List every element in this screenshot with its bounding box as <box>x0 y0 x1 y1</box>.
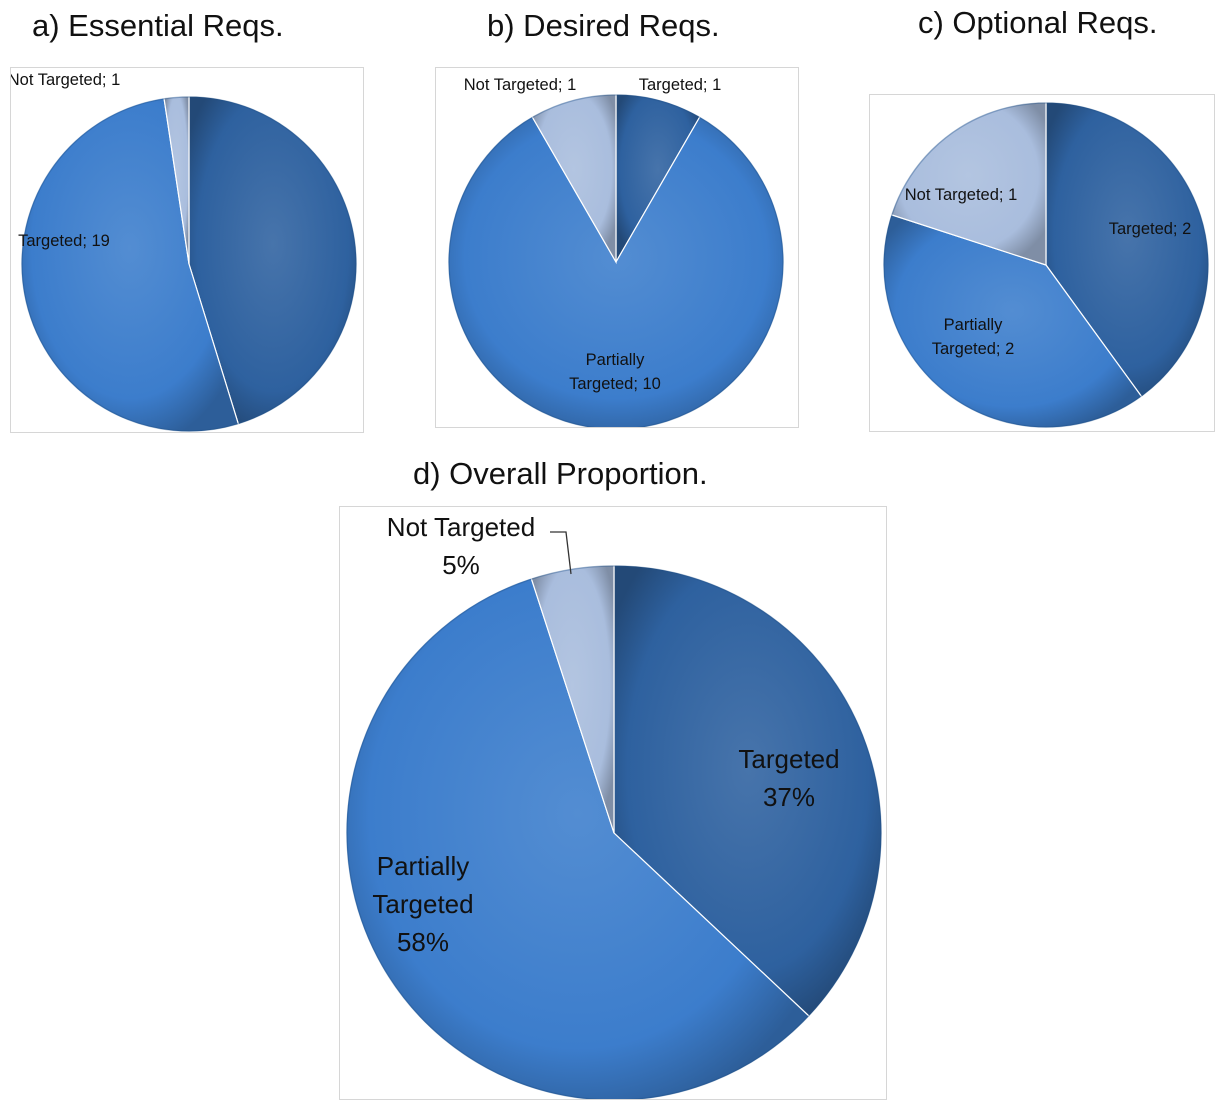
pie-slice-partially-targeted <box>447 115 785 427</box>
slice-label-targeted: Targeted; 19 <box>18 232 110 250</box>
chart-d-svg: Targeted 37% Partially Targeted 58% Not Targe… <box>345 512 883 1099</box>
slice-label-not-targeted: Not Targeted; 1 <box>905 186 1018 204</box>
pie-slice-not-targeted <box>530 564 615 834</box>
slice-label-partially-targeted: Partially Targeted; 10 <box>569 351 661 393</box>
slice-label-targeted: Targeted; 1 <box>639 76 722 94</box>
chart-a-svg: Targeted; 19PartiallyTargeted; 22Not Tar… <box>11 71 358 432</box>
pie-slice-not-targeted <box>163 95 190 265</box>
chart-d-frame: Targeted 37% Partially Targeted 58% Not Targe… <box>339 506 887 1100</box>
pie-slice-not-targeted <box>890 101 1047 266</box>
chart-c-svg: Targeted; 2 Partially Targeted; 2 Not Targe… <box>882 101 1210 429</box>
chart-a-title: a) Essential Reqs. <box>32 8 284 43</box>
leader-line <box>550 531 572 575</box>
chart-c-title: c) Optional Reqs. <box>918 5 1158 40</box>
chart-c-frame: Targeted; 2 Partially Targeted; 2 Not Targe… <box>869 94 1215 432</box>
pie-slice-partially-targeted <box>882 213 1143 429</box>
slice-label-not-targeted: Not Targeted; 1 <box>11 71 120 89</box>
pie-slice-partially-targeted <box>20 97 240 432</box>
slice-label-partially-targeted: Partially Targeted 58% <box>372 851 473 957</box>
chart-b-frame: Targeted; 1 Partially Targeted; 10 Not Targ… <box>435 67 799 428</box>
chart-b-title: b) Desired Reqs. <box>487 8 720 43</box>
chart-b-svg: Targeted; 1 Partially Targeted; 10 Not Targ… <box>447 76 785 427</box>
slice-label-partially-targeted: Partially Targeted; 2 <box>932 316 1015 358</box>
slice-label-targeted: Targeted 37% <box>738 744 839 812</box>
pie-slice-targeted <box>613 564 883 1018</box>
slice-label-not-targeted: Not Targeted 5% <box>387 512 535 580</box>
pie-slice-targeted <box>188 95 358 426</box>
pie-slice-not-targeted <box>531 93 617 265</box>
chart-d-title: d) Overall Proportion. <box>413 456 708 491</box>
chart-a-frame: Targeted; 19PartiallyTargeted; 22Not Tar… <box>10 67 364 433</box>
slice-label-not-targeted: Not Targeted; 1 <box>464 76 577 94</box>
pie-slice-partially-targeted <box>345 577 811 1099</box>
pie-slice-targeted <box>1045 101 1210 398</box>
pie-slice-targeted <box>615 93 701 265</box>
slice-label-targeted: Targeted; 2 <box>1109 220 1192 238</box>
